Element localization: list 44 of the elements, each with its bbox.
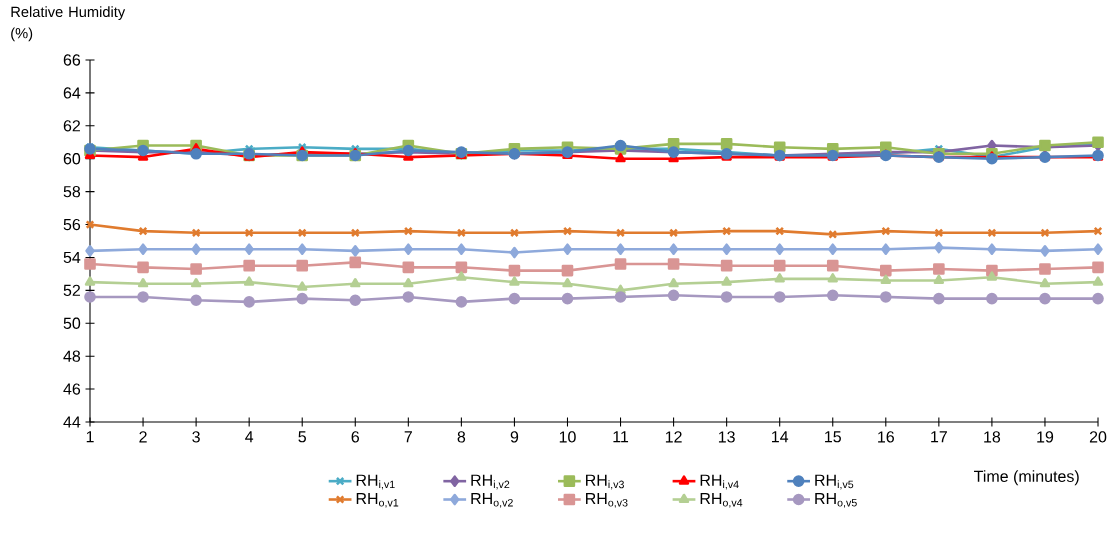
y-tick-label: 54 <box>63 251 81 264</box>
x-tick-label: 3 <box>192 431 200 443</box>
y-axis-title: Relative Humidity (%) <box>11 6 126 42</box>
legend-label: RH$_{i,v5}$ <box>815 474 854 490</box>
legend-label: RH$_{i,v3}$ <box>586 474 624 490</box>
legend-label: RH$_{o,v1}$ <box>356 493 399 508</box>
x-tick-label: 15 <box>825 431 841 443</box>
y-tick-label: 64 <box>63 87 81 99</box>
x-tick-label: 5 <box>298 431 306 443</box>
legend-label: RH$_{o,v5}$ <box>815 493 857 508</box>
x-tick-label: 12 <box>665 431 682 443</box>
legend-label: RH$_{i,v1}$ <box>356 474 395 490</box>
x-tick-label: 10 <box>559 431 576 443</box>
x-tick-label: 2 <box>139 431 147 443</box>
x-tick-label: 19 <box>1037 431 1054 443</box>
y-tick-label: 66 <box>63 54 81 66</box>
y-tick-label: 62 <box>63 120 80 132</box>
y-tick-label: 50 <box>63 317 81 329</box>
x-tick-label: 8 <box>457 431 466 443</box>
x-tick-label: 1 <box>86 431 94 443</box>
x-tick-label: 6 <box>351 431 360 443</box>
x-tick-label: 18 <box>984 431 1001 443</box>
y-tick-label: 44 <box>63 416 81 428</box>
x-axis-title: Time (minutes) <box>974 470 1079 486</box>
x-tick-label: 14 <box>772 431 789 443</box>
x-tick-label: 13 <box>718 431 735 443</box>
x-tick-label: 17 <box>931 431 947 443</box>
legend-label: RH$_{o,v2}$ <box>471 493 513 508</box>
legend-label: RH$_{i,v4}$ <box>700 474 739 490</box>
y-tick-label: 56 <box>63 218 81 231</box>
x-tick-label: 9 <box>510 431 519 443</box>
y-tick-label: 60 <box>63 153 81 165</box>
y-tick-label: 58 <box>63 185 81 198</box>
legend-label: RH$_{o,v3}$ <box>586 493 628 508</box>
x-tick-label: 4 <box>245 431 254 443</box>
legend-label: RH$_{o,v4}$ <box>700 493 743 508</box>
legend-label: RH$_{i,v2}$ <box>471 474 510 490</box>
x-tick-label: 7 <box>404 431 412 443</box>
y-tick-label: 46 <box>63 383 81 395</box>
x-tick-label: 16 <box>878 431 894 443</box>
x-tick-label: 11 <box>613 431 629 443</box>
y-tick-label: 52 <box>63 284 80 297</box>
y-tick-label: 48 <box>63 350 81 362</box>
x-tick-label: 20 <box>1089 431 1107 443</box>
